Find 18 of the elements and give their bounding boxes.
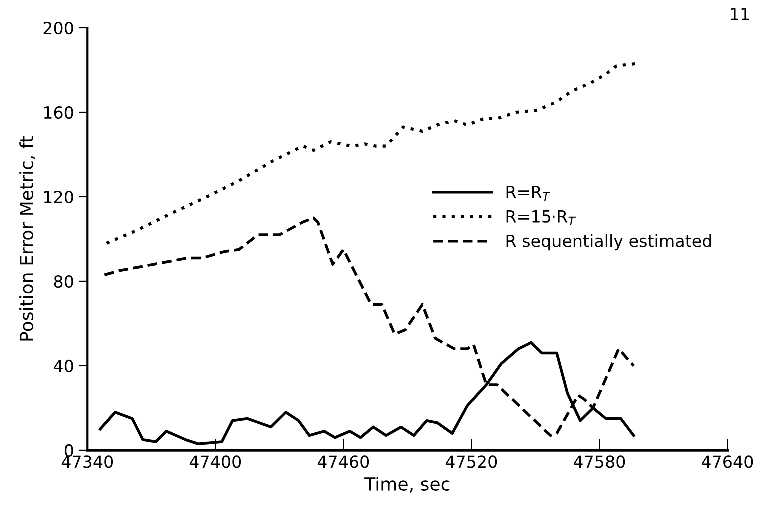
legend-label: R=15·R$_{T}$ bbox=[506, 210, 576, 226]
x-tick-label: 47580 bbox=[574, 456, 626, 468]
text: 11 bbox=[731, 8, 750, 20]
x-axis-title: Time, sec bbox=[364, 477, 450, 493]
legend-label: R sequentially estimated bbox=[506, 234, 712, 251]
x-tick-label: 47640 bbox=[702, 456, 754, 468]
y-tick-label: 120 bbox=[44, 190, 74, 204]
legend-label: R=R$_{T}$ bbox=[506, 186, 550, 201]
y-tick-label: 80 bbox=[54, 275, 74, 288]
x-tick-label: 47400 bbox=[190, 456, 242, 468]
y-tick-label: 200 bbox=[44, 22, 74, 35]
y-axis-title: Position Error Metric, ft bbox=[20, 136, 36, 341]
y-tick-label: 160 bbox=[44, 106, 74, 120]
y-tick-label: 0 bbox=[64, 444, 74, 458]
x-tick-label: 47520 bbox=[446, 456, 498, 468]
y-tick-label: 40 bbox=[54, 360, 74, 373]
x-tick-label: 47340 bbox=[62, 456, 114, 468]
x-tick-label: 47460 bbox=[318, 456, 370, 468]
